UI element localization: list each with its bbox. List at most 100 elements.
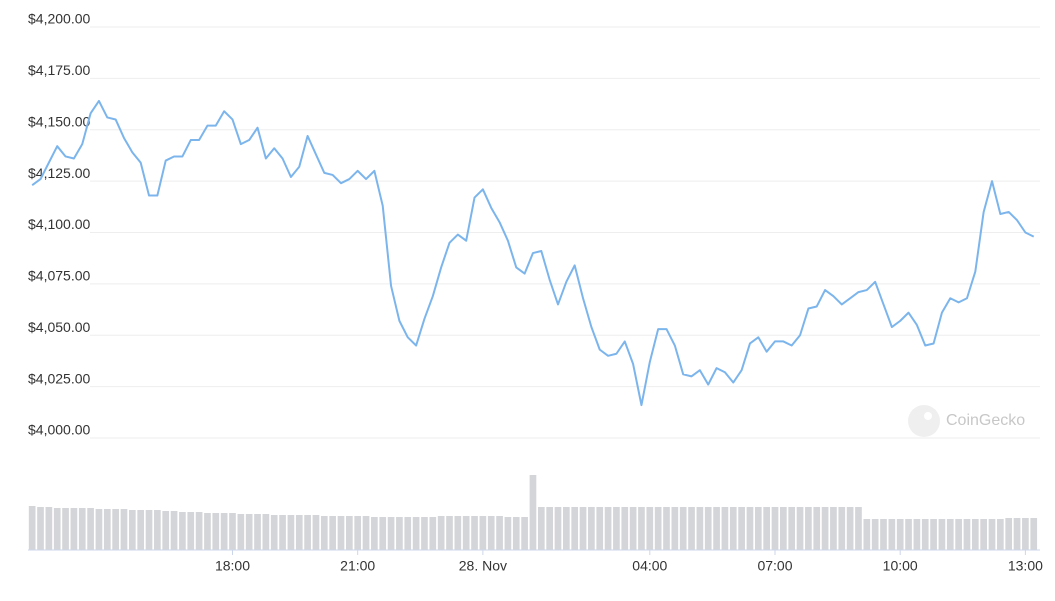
volume-bar	[654, 507, 662, 550]
volume-bar	[103, 509, 111, 550]
volume-bar	[354, 516, 362, 550]
volume-bar	[454, 516, 462, 550]
volume-bar	[379, 517, 387, 550]
volume-bar	[320, 516, 328, 550]
volume-bar	[821, 507, 829, 550]
x-tick-label: 28. Nov	[459, 558, 507, 574]
volume-bar	[262, 514, 270, 550]
volume-bar	[805, 507, 812, 550]
x-tick-label: 07:00	[757, 558, 792, 574]
volume-bar	[195, 512, 203, 550]
volume-bar	[946, 519, 954, 550]
volume-bar	[512, 517, 520, 550]
x-tick-label: 18:00	[215, 558, 250, 574]
volume-bar	[988, 519, 996, 550]
volume-bar	[971, 519, 979, 550]
volume-bar	[1030, 518, 1038, 550]
volume-bar	[387, 517, 395, 550]
volume-bar	[955, 519, 962, 550]
y-tick-label: $4,050.00	[28, 319, 90, 335]
volume-bar	[362, 516, 370, 550]
volume-bar	[579, 507, 587, 550]
volume-bar	[87, 508, 94, 550]
volume-bar	[220, 513, 228, 550]
volume-bar	[537, 507, 545, 550]
volume-bar	[771, 507, 779, 550]
volume-bar	[830, 507, 837, 550]
y-tick-label: $4,100.00	[28, 216, 90, 232]
x-tick-label: 13:00	[1008, 558, 1043, 574]
volume-bar	[546, 507, 553, 550]
volume-bar	[838, 507, 846, 550]
volume-bar	[162, 511, 170, 550]
volume-bar	[738, 507, 745, 550]
volume-bar	[145, 510, 153, 550]
volume-bar	[187, 512, 195, 550]
volume-bar	[855, 507, 862, 550]
volume-bar	[237, 514, 245, 550]
volume-bar	[329, 516, 336, 550]
volume-bar	[137, 510, 145, 550]
volume-bar	[179, 512, 186, 550]
volume-bar	[888, 519, 896, 550]
volume-bar	[295, 515, 303, 550]
volume-bar	[245, 514, 253, 550]
y-tick-label: $4,175.00	[28, 62, 90, 78]
volume-bar	[462, 516, 470, 550]
volume-bar	[980, 519, 988, 550]
volume-bar	[371, 517, 378, 550]
volume-bar	[128, 510, 136, 550]
volume-bar	[846, 507, 854, 550]
volume-bar	[62, 508, 69, 550]
volume-bar	[154, 510, 161, 550]
volume-bar	[496, 516, 503, 550]
x-tick-label: 04:00	[632, 558, 667, 574]
volume-bar	[479, 516, 487, 550]
volume-bar	[504, 517, 512, 550]
volume-bar	[270, 515, 278, 550]
y-tick-label: $4,125.00	[28, 165, 90, 181]
volume-bar	[704, 507, 712, 550]
watermark: CoinGecko	[908, 405, 1025, 437]
watermark-logo-eye	[924, 412, 932, 420]
x-tick-label: 21:00	[340, 558, 375, 574]
volume-bar	[588, 507, 595, 550]
y-tick-label: $4,025.00	[28, 370, 90, 386]
volume-bar	[78, 508, 86, 550]
volume-bar	[571, 507, 579, 550]
volume-bar	[45, 507, 53, 550]
volume-bar	[471, 516, 478, 550]
volume-bar	[487, 516, 495, 550]
volume-bar	[437, 516, 445, 550]
volume-bar	[604, 507, 612, 550]
volume-bar	[554, 507, 562, 550]
volume-bar	[229, 513, 236, 550]
volume-bar	[863, 519, 871, 550]
volume-bar	[638, 507, 645, 550]
volume-bar	[930, 519, 937, 550]
volume-bar	[304, 515, 311, 550]
volume-bar	[796, 507, 804, 550]
volume-bar	[696, 507, 704, 550]
y-tick-label: $4,075.00	[28, 268, 90, 284]
volume-bar	[763, 507, 770, 550]
price-line	[31, 99, 1035, 407]
volume-bar	[212, 513, 220, 550]
volume-bar	[688, 507, 695, 550]
volume-bar	[629, 507, 637, 550]
volume-bar	[721, 507, 729, 550]
volume-bar	[112, 509, 119, 550]
volume-bar	[646, 507, 654, 550]
volume-bar	[1022, 518, 1029, 550]
volume-bar	[95, 509, 103, 550]
volume-bar	[596, 507, 604, 550]
volume-bar	[254, 514, 261, 550]
volume-bar	[921, 519, 929, 550]
volume-bar	[621, 507, 629, 550]
volume-bar	[521, 517, 528, 550]
y-tick-label: $4,200.00	[28, 11, 90, 27]
volume-bar	[729, 507, 737, 550]
volume-bar	[913, 519, 921, 550]
volume-bar	[529, 475, 537, 550]
volume-bar	[880, 519, 887, 550]
